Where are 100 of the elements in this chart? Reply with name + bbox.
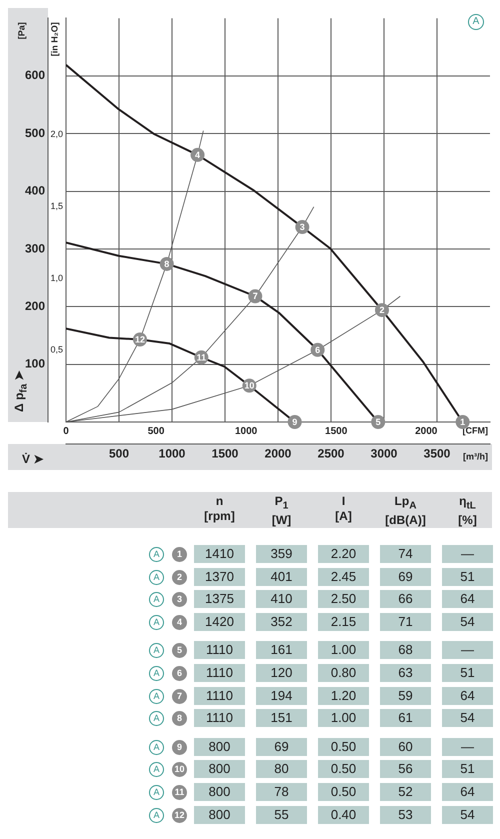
x-tick-label: n [rpm] (203, 494, 236, 524)
text: 54 (460, 710, 475, 726)
text: 1110 (206, 688, 233, 703)
y2-tick-label: 1,0 (50, 272, 63, 283)
text: 1370 (205, 568, 234, 584)
text: 1375 (205, 591, 234, 606)
x-tick-label: 2000 (264, 446, 292, 461)
annotation: A (468, 14, 484, 30)
text: — (461, 738, 474, 754)
y-axis-title: [Pa] (16, 22, 26, 40)
y-tick-label: 7 (172, 688, 187, 704)
y2-tick-label: 1,5 (50, 200, 63, 211)
y-tick-label: 300 (24, 241, 46, 256)
text: A (149, 547, 164, 562)
x-tick-label: P$_{1}$ [W] (270, 494, 292, 528)
text: 2.20 (330, 546, 356, 561)
text: 2.15 (330, 614, 356, 629)
text: 0.80 (330, 664, 356, 680)
x-tick-label: 3000 (370, 446, 398, 461)
text: 55 (274, 806, 289, 822)
text: 194 (270, 688, 292, 703)
text: A (149, 666, 164, 681)
text: V̇ ➤ (22, 452, 44, 466)
y2-tick-label: 2,0 (50, 129, 63, 140)
y-tick-label: 1 (172, 547, 187, 562)
x-tick-label: I [A] (334, 494, 353, 524)
text: 0.50 (330, 761, 356, 776)
annotation: 5 (376, 416, 381, 427)
text: 401 (270, 568, 292, 584)
text: 56 (398, 761, 413, 776)
text: 66 (398, 591, 413, 606)
x-tick-label: Lp$_{A}$ [dB(A)] (384, 494, 427, 528)
annotation: 9 (292, 416, 298, 427)
y-tick-label: 3 (172, 592, 187, 608)
x-tick-label: 2500 (318, 446, 345, 461)
text: 1.20 (330, 688, 356, 703)
text: 0.50 (330, 738, 356, 754)
text: 64 (460, 591, 475, 606)
text: A (149, 592, 164, 608)
x-tick-label: 1500 (212, 446, 239, 461)
text: 64 (460, 784, 475, 799)
annotation: 4 (195, 150, 200, 160)
text: A (149, 740, 164, 755)
annotation: 6 (315, 344, 320, 355)
y-tick-label: 100 (24, 356, 46, 371)
text: 800 (208, 761, 230, 776)
x-tick-label: 1000 (158, 446, 186, 461)
text: 0.40 (330, 806, 356, 822)
text: 54 (460, 806, 475, 822)
annotation: 2 (379, 305, 384, 316)
text: A (149, 614, 164, 630)
text: 1110 (206, 642, 233, 658)
text: 1110 (206, 710, 233, 726)
y-tick-label: 11 (172, 784, 187, 800)
text: 410 (270, 591, 292, 606)
text: 51 (460, 761, 475, 776)
text: 61 (398, 710, 413, 726)
text: 51 (460, 664, 475, 680)
text: 69 (398, 568, 413, 584)
text: A (149, 711, 164, 726)
text: A (149, 643, 164, 658)
y-tick-label: 10 (172, 762, 187, 778)
y-tick-label: 600 (24, 68, 46, 82)
y-tick-label: 12 (172, 808, 187, 823)
x-tick-label: 3500 (424, 446, 451, 461)
text: 120 (270, 664, 292, 680)
text: 2.45 (330, 568, 356, 584)
text: 63 (398, 664, 413, 680)
text: 64 (460, 688, 475, 703)
text: — (461, 642, 474, 658)
x-tick-label: 500 (108, 446, 130, 461)
y-tick-label: 500 (24, 126, 46, 140)
annotation: 12 (134, 334, 145, 344)
x-axis-title: [m³/h] (463, 451, 488, 462)
text: 359 (270, 546, 292, 561)
text: A (149, 688, 164, 704)
text: 80 (274, 761, 289, 776)
text: 59 (398, 688, 413, 703)
y-tick-label: 8 (172, 711, 187, 726)
text: A (149, 784, 164, 800)
text: 1.00 (330, 642, 356, 658)
text: 53 (398, 806, 413, 822)
y-tick-label: 6 (172, 666, 187, 681)
annotation: 8 (164, 258, 170, 269)
y-tick-label: 9 (172, 740, 187, 755)
text: 71 (398, 614, 413, 629)
text: A (149, 808, 164, 823)
text: 800 (208, 784, 230, 799)
x2-tick-label: 500 (148, 426, 165, 437)
y-tick-label: 200 (24, 298, 46, 313)
text: A (149, 762, 164, 778)
text: 51 (460, 568, 475, 584)
text: 0.50 (330, 784, 356, 799)
annotation: 11 (196, 352, 206, 362)
text: 1.00 (330, 710, 356, 726)
y2-axis-title: [in H₂O] (49, 22, 60, 56)
text: — (461, 546, 474, 561)
text: 151 (270, 710, 292, 726)
text: 78 (274, 784, 289, 799)
annotation: 3 (300, 222, 305, 232)
